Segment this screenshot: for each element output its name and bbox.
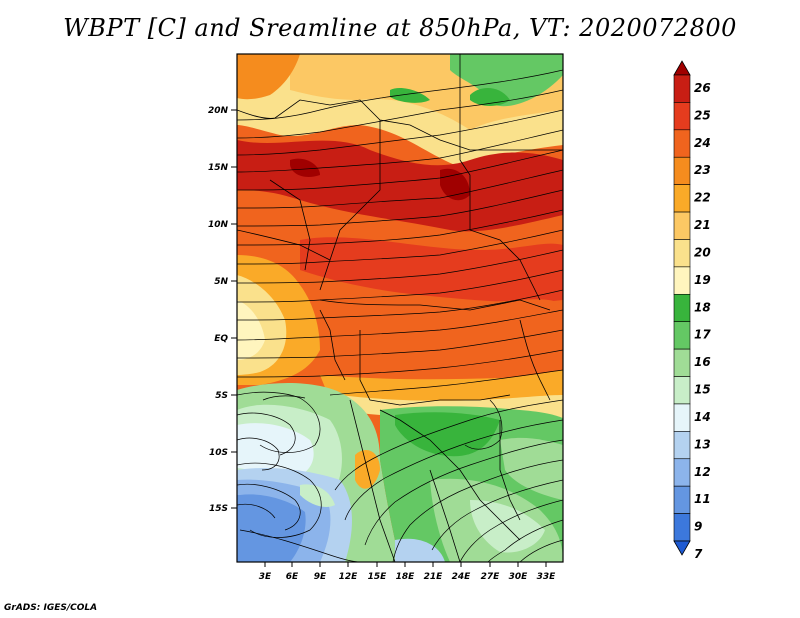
colorbar-segment <box>673 102 691 131</box>
colorbar: 26 25 24 23 22 21 20 19 18 17 16 15 14 13 12 11 9 7 <box>673 60 711 561</box>
colorbar-segment <box>673 458 691 487</box>
wbpt-field <box>237 54 563 562</box>
colorbar-label: 19 <box>694 273 711 287</box>
lat-label: 15S <box>209 504 228 514</box>
colorbar-segment <box>673 513 691 542</box>
colorbar-label: 11 <box>694 492 711 506</box>
lon-label: 3E <box>259 572 272 582</box>
colorbar-segment <box>673 129 691 158</box>
lon-label: 21E <box>424 572 444 582</box>
colorbar-label: 9 <box>694 520 702 534</box>
lon-label: 18E <box>396 572 416 582</box>
colorbar-label: 21 <box>694 218 711 232</box>
colorbar-label: 17 <box>694 328 711 342</box>
colorbar-segment <box>673 293 691 323</box>
colorbar-bottom-arrow <box>673 540 691 556</box>
colorbar-label: 7 <box>694 547 703 561</box>
map-title: WBPT [C] and Sreamline at 850hPa, VT: 20… <box>63 14 737 42</box>
lon-label: 15E <box>368 572 388 582</box>
lon-label: 24E <box>452 572 472 582</box>
colorbar-label: 20 <box>694 245 711 259</box>
colorbar-segment <box>673 156 691 185</box>
lat-label: 15N <box>208 163 229 173</box>
lat-label: 5N <box>214 277 228 287</box>
colorbar-label: 18 <box>694 300 711 314</box>
lat-label: EQ <box>214 334 228 344</box>
colorbar-label: 16 <box>694 355 711 369</box>
colorbar-segment <box>673 403 691 432</box>
lat-label: 20N <box>208 106 229 116</box>
lat-label: 10N <box>208 220 229 230</box>
colorbar-segment <box>673 348 691 377</box>
lat-ticks <box>231 109 237 509</box>
colorbar-label: 13 <box>694 437 711 451</box>
colorbar-segment <box>673 184 691 213</box>
colorbar-label: 15 <box>694 383 711 397</box>
colorbar-label: 26 <box>694 81 711 95</box>
colorbar-label: 12 <box>694 465 711 479</box>
lon-label: 6E <box>286 572 299 582</box>
colorbar-top-arrow <box>673 60 691 76</box>
colorbar-segment <box>673 211 691 240</box>
colorbar-segment <box>673 321 691 350</box>
lon-label: 30E <box>509 572 529 582</box>
colorbar-segment <box>673 74 691 103</box>
lon-ticks <box>264 562 547 567</box>
colorbar-label: 25 <box>694 108 711 122</box>
lat-label: 10S <box>209 448 228 458</box>
lon-label: 9E <box>314 572 327 582</box>
lon-label: 33E <box>537 572 557 582</box>
colorbar-segment <box>673 239 691 268</box>
colorbar-segment <box>673 266 691 295</box>
colorbar-segment <box>673 485 691 514</box>
lon-label: 12E <box>339 572 359 582</box>
streamlines <box>237 69 563 562</box>
lat-label: 5S <box>215 391 228 401</box>
credit-label: GrADS: IGES/COLA <box>4 603 98 613</box>
colorbar-segment <box>673 431 691 460</box>
colorbar-label: 24 <box>694 136 711 150</box>
map-frame <box>236 53 564 563</box>
colorbar-label: 23 <box>694 163 711 177</box>
colorbar-label: 14 <box>694 410 711 424</box>
colorbar-segment <box>673 376 691 405</box>
colorbar-label: 22 <box>694 191 711 205</box>
lon-label: 27E <box>481 572 501 582</box>
borders <box>237 54 563 562</box>
